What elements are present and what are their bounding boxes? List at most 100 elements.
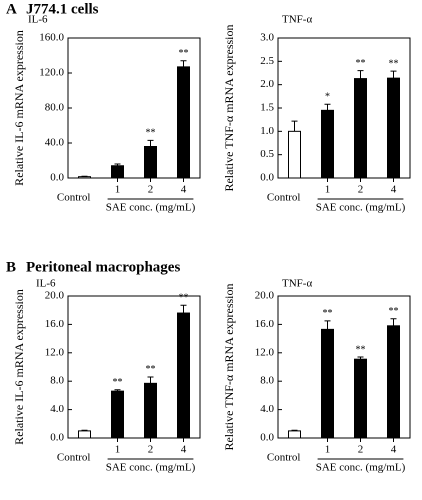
y-tick-label: 16.0 xyxy=(255,318,275,330)
y-tick-label: 0.0 xyxy=(260,172,274,184)
x-tick-label: 2 xyxy=(358,184,364,196)
x-tick-label: 1 xyxy=(115,184,121,196)
bar xyxy=(288,130,301,179)
significance-label: ** xyxy=(356,58,366,69)
significance-label: ** xyxy=(389,306,399,317)
y-axis-label: Relative IL-6 mRNA expression xyxy=(12,30,26,186)
bar xyxy=(288,430,301,439)
bar xyxy=(387,325,400,439)
bar xyxy=(387,77,400,179)
error-bar xyxy=(357,356,364,360)
error-bar xyxy=(390,318,397,326)
panel-title: IL-6 xyxy=(28,14,48,26)
error-bar xyxy=(291,120,298,132)
y-tick-label: 0.0 xyxy=(50,432,64,444)
x-tick-label: 4 xyxy=(181,444,187,456)
x-tick-label: 1 xyxy=(115,444,121,456)
x-tick-label: 1 xyxy=(325,444,331,456)
error-bar xyxy=(114,389,121,392)
significance-label: ** xyxy=(146,364,156,375)
bar xyxy=(144,146,157,179)
error-bar xyxy=(324,103,331,111)
error-bar xyxy=(81,429,88,431)
bar xyxy=(78,430,91,439)
panel-title: TNF-α xyxy=(282,14,312,26)
panel-title: IL-6 xyxy=(36,278,56,290)
error-bar xyxy=(390,70,397,79)
y-tick-label: 1.0 xyxy=(260,125,274,137)
bar xyxy=(177,312,190,439)
y-tick-label: 0.5 xyxy=(260,148,274,160)
x-tick-label: 4 xyxy=(181,184,187,196)
x-axis-label: SAE conc. (mg/mL) xyxy=(316,462,406,474)
section-letter: B xyxy=(6,259,16,275)
significance-label: ** xyxy=(356,344,366,355)
x-tick-label: 1 xyxy=(325,184,331,196)
x-tick-label: 2 xyxy=(148,184,154,196)
y-tick-label: 120.0 xyxy=(39,67,64,79)
y-tick-label: 2.0 xyxy=(260,78,274,90)
panel-title: TNF-α xyxy=(282,278,312,290)
error-bar xyxy=(291,429,298,431)
x-tick-label: Control xyxy=(57,192,91,204)
y-tick-label: 160.0 xyxy=(39,32,64,44)
plot-frame xyxy=(67,295,201,439)
plot-frame xyxy=(277,295,411,439)
error-bar xyxy=(147,376,154,384)
y-tick-label: 0.0 xyxy=(50,172,64,184)
bar xyxy=(78,176,91,179)
significance-label: ** xyxy=(389,58,399,69)
y-axis-label: Relative TNF-α mRNA expression xyxy=(222,283,236,450)
x-axis-label: SAE conc. (mg/mL) xyxy=(106,462,196,474)
y-tick-label: 8.0 xyxy=(260,375,274,387)
significance-label: ** xyxy=(323,308,333,319)
bar xyxy=(354,78,367,179)
error-bar xyxy=(324,320,331,330)
y-tick-label: 0.0 xyxy=(260,432,274,444)
y-tick-label: 8.0 xyxy=(50,375,64,387)
significance-label: ** xyxy=(179,48,189,59)
y-tick-label: 20.0 xyxy=(255,290,275,302)
y-tick-label: 1.5 xyxy=(260,102,274,114)
x-tick-label: 2 xyxy=(358,444,364,456)
y-tick-label: 16.0 xyxy=(45,318,65,330)
significance-label: ** xyxy=(146,128,156,139)
error-bar xyxy=(180,60,187,67)
section-title: Peritoneal macrophages xyxy=(26,259,180,275)
x-tick-label: Control xyxy=(57,452,91,464)
significance-label: * xyxy=(325,92,330,103)
y-tick-label: 4.0 xyxy=(260,403,274,415)
y-axis-label: Relative IL-6 mRNA expression xyxy=(12,289,26,445)
x-tick-label: 4 xyxy=(391,184,397,196)
error-bar xyxy=(114,163,121,166)
bar xyxy=(321,109,334,179)
y-tick-label: 3.0 xyxy=(260,32,274,44)
x-tick-label: 4 xyxy=(391,444,397,456)
section-title: J774.1 cells xyxy=(26,1,99,17)
significance-label: ** xyxy=(179,293,189,304)
x-axis-label: SAE conc. (mg/mL) xyxy=(316,202,406,214)
y-tick-label: 20.0 xyxy=(45,290,65,302)
y-axis-label: Relative TNF-α mRNA expression xyxy=(222,24,236,191)
y-tick-label: 40.0 xyxy=(45,137,65,149)
y-tick-label: 4.0 xyxy=(50,403,64,415)
x-tick-label: Control xyxy=(267,452,301,464)
error-bar xyxy=(357,70,364,79)
y-tick-label: 80.0 xyxy=(45,102,65,114)
bar xyxy=(111,390,124,439)
bar xyxy=(144,382,157,439)
bar xyxy=(111,165,124,179)
error-bar xyxy=(147,139,154,147)
x-axis-label: SAE conc. (mg/mL) xyxy=(106,202,196,214)
x-tick-label: Control xyxy=(267,192,301,204)
bar xyxy=(354,358,367,439)
significance-label: ** xyxy=(113,377,123,388)
section-letter: A xyxy=(6,1,17,17)
y-tick-label: 12.0 xyxy=(45,346,65,358)
y-tick-label: 2.5 xyxy=(260,55,274,67)
error-bar xyxy=(180,304,187,314)
bar xyxy=(321,328,334,439)
bar xyxy=(177,66,190,179)
y-tick-label: 12.0 xyxy=(255,346,275,358)
